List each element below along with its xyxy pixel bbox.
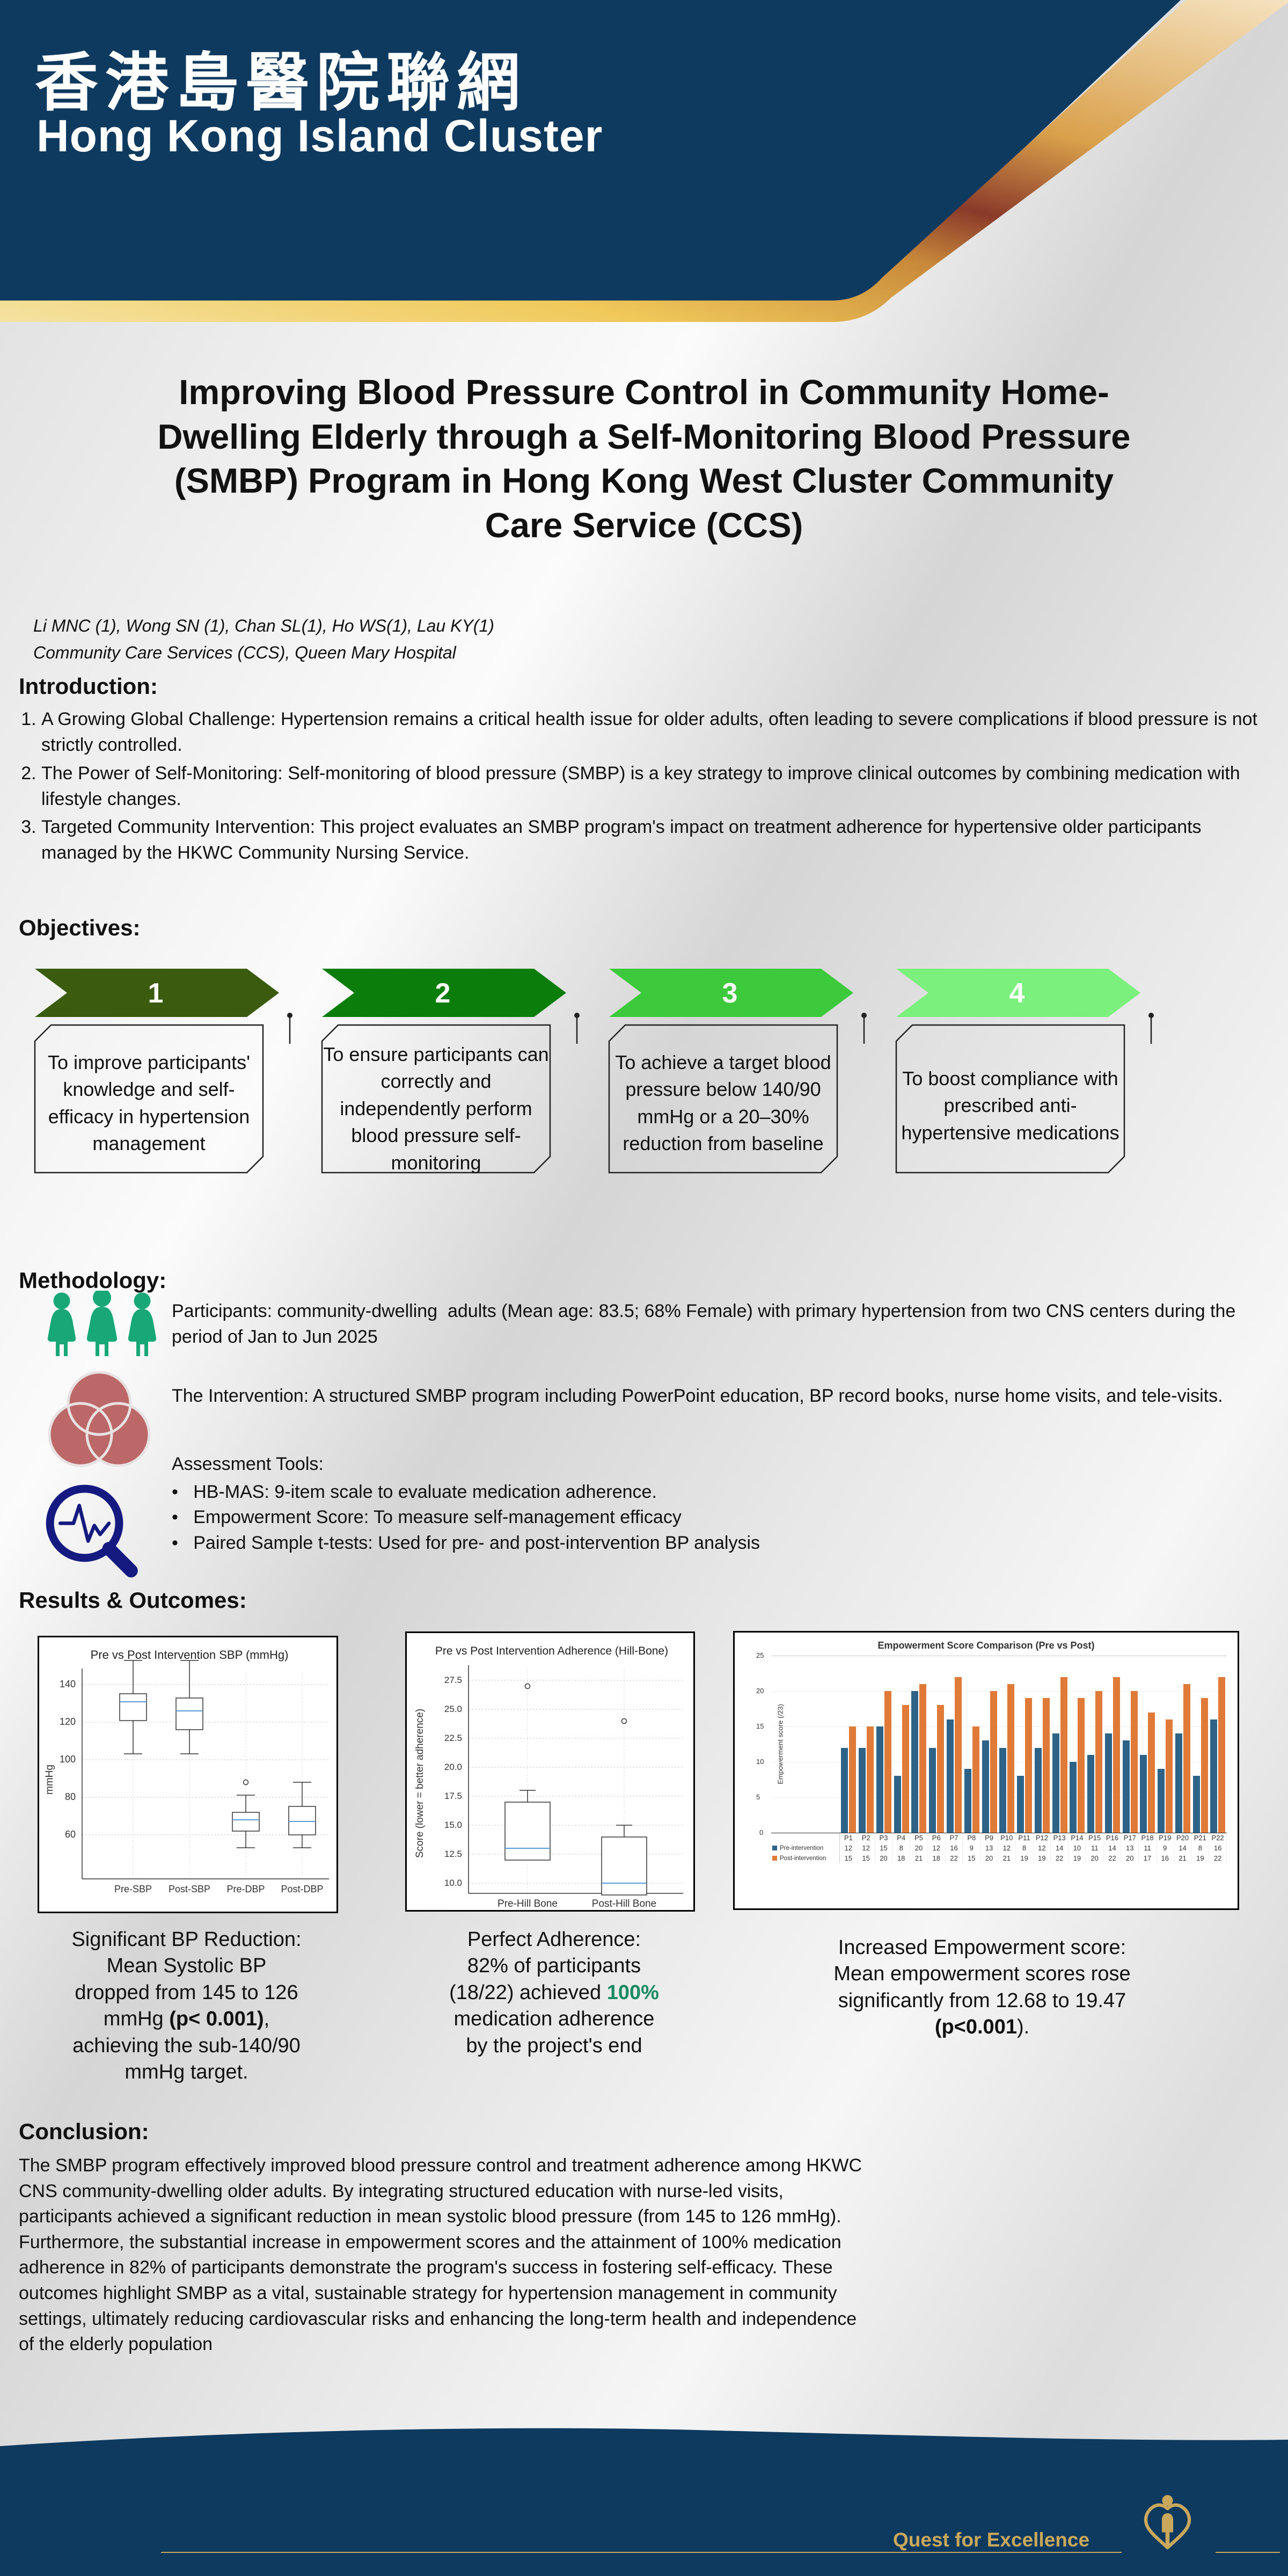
svg-text:Post-Hill Bone: Post-Hill Bone bbox=[592, 1898, 656, 1909]
svg-text:120: 120 bbox=[60, 1716, 76, 1727]
svg-text:4: 4 bbox=[1009, 978, 1025, 1009]
svg-text:Pre vs Post Intervention Adher: Pre vs Post Intervention Adherence (Hill… bbox=[435, 1645, 668, 1657]
svg-text:80: 80 bbox=[65, 1791, 76, 1802]
svg-text:Pre-DBP: Pre-DBP bbox=[226, 1884, 265, 1894]
svg-text:60: 60 bbox=[65, 1829, 76, 1840]
svg-text:1: 1 bbox=[148, 978, 164, 1009]
svg-text:27.5: 27.5 bbox=[444, 1675, 462, 1685]
svg-text:Post-SBP: Post-SBP bbox=[169, 1884, 210, 1894]
svg-text:20.0: 20.0 bbox=[444, 1762, 462, 1772]
svg-text:10.0: 10.0 bbox=[444, 1878, 462, 1888]
svg-text:22.5: 22.5 bbox=[444, 1733, 462, 1743]
svg-text:3: 3 bbox=[722, 978, 738, 1009]
svg-text:140: 140 bbox=[60, 1679, 76, 1689]
svg-text:17.5: 17.5 bbox=[444, 1791, 462, 1801]
svg-text:Pre-SBP: Pre-SBP bbox=[114, 1884, 152, 1894]
svg-text:Pre-Hill Bone: Pre-Hill Bone bbox=[497, 1898, 558, 1909]
svg-text:12.5: 12.5 bbox=[444, 1849, 462, 1859]
svg-text:Score (lower = better adherenc: Score (lower = better adherence) bbox=[414, 1709, 426, 1858]
svg-text:mmHg: mmHg bbox=[44, 1765, 55, 1795]
svg-text:100: 100 bbox=[60, 1754, 76, 1765]
svg-text:Post-DBP: Post-DBP bbox=[281, 1884, 323, 1894]
svg-text:15.0: 15.0 bbox=[444, 1820, 462, 1830]
svg-text:2: 2 bbox=[435, 978, 451, 1009]
svg-text:25.0: 25.0 bbox=[444, 1704, 462, 1714]
svg-text:Pre vs Post Intervention SBP (: Pre vs Post Intervention SBP (mmHg) bbox=[91, 1648, 289, 1662]
